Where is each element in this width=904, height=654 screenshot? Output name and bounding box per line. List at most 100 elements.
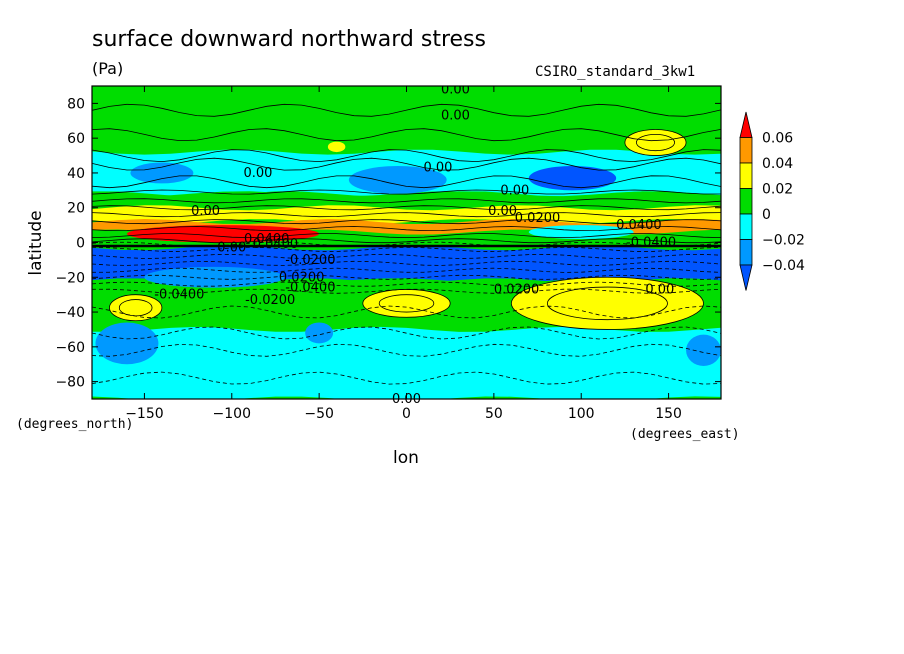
colorbar-label: −0.02: [762, 233, 805, 249]
contour-line: [92, 238, 721, 244]
region-yellow-cell-pacific: [109, 294, 162, 321]
y-tick-label: 0: [76, 236, 85, 252]
contour-line: [92, 175, 721, 189]
contour-label: -0.0200: [285, 253, 335, 268]
x-tick-label: −100: [213, 406, 251, 422]
contour-line: [92, 212, 721, 218]
y-tick-label: −80: [55, 375, 85, 391]
contour-line: [92, 198, 721, 204]
colorbar-segment: [739, 162, 753, 189]
contour-label: -0.0400: [285, 281, 335, 296]
x-tick-label: 0: [402, 406, 411, 422]
contour-label: -0.0400: [626, 236, 676, 251]
contour-label: 0.0200: [279, 270, 325, 285]
contour-line: [92, 246, 721, 252]
y-tick-label: 40: [67, 166, 85, 182]
colorbar-segment: [739, 239, 753, 266]
contour-line: [92, 281, 721, 287]
contour-line: [92, 128, 721, 142]
contour-line: [109, 294, 163, 322]
contour-label: 0.0400: [244, 232, 290, 247]
y-tick-label: 80: [67, 96, 85, 112]
colorbar-segment: [739, 264, 753, 291]
colorbar-segment: [739, 213, 753, 240]
colorbar-segment: [739, 137, 753, 164]
y-tick-label: 60: [67, 131, 85, 147]
contour-line: [624, 129, 687, 156]
x-tick-label: 150: [655, 406, 682, 422]
contour-label: 0.00: [244, 166, 273, 181]
contour-label: 0.0400: [616, 218, 662, 233]
contour-label: 0.0200: [515, 211, 561, 226]
contour-line: [92, 305, 721, 319]
contour-label: 0.0200: [494, 282, 540, 297]
contour-line: [92, 267, 721, 273]
colorbar-segment: [739, 111, 753, 138]
region-yellow-cell-northpac: [624, 129, 687, 156]
region-blob-7: [305, 322, 334, 344]
region-blob-5: [345, 105, 486, 126]
y-units-label: (degrees_north): [16, 417, 133, 432]
region-equator-red: [126, 225, 320, 243]
colorbar-label: 0.06: [762, 131, 793, 147]
contour-line: [92, 205, 721, 211]
contour-labels: 0.000.000.00 0.000.000.000.000.000.04000.…: [154, 82, 676, 308]
colorbar-label: 0.02: [762, 182, 793, 198]
region-blob-2: [528, 165, 617, 191]
y-tick-label: −20: [55, 270, 85, 286]
contour-line: [92, 226, 721, 232]
contour-line: [635, 133, 675, 152]
x-tick-label: 100: [568, 406, 595, 422]
contour-line: [92, 253, 721, 259]
contour-line: [92, 241, 721, 247]
colorbar: 0.06 0.04 0.02 0 −0.02 −0.04: [739, 111, 805, 291]
colorbar-label: 0.04: [762, 156, 793, 172]
region-blob-1: [348, 165, 447, 194]
x-tick-label: −150: [125, 406, 163, 422]
contour-line: [92, 343, 721, 357]
y-tick-label: 20: [67, 201, 85, 217]
region-blob-9: [327, 141, 346, 153]
contour-line: [92, 157, 721, 171]
contour-label: 0.00: [217, 241, 246, 256]
colorbar-label: −0.04: [762, 258, 805, 274]
chart-source: CSIRO_standard_3kw1: [535, 64, 695, 80]
contour-label: -0.0200: [245, 293, 295, 308]
contour-line: [510, 276, 704, 330]
region-blob-6: [95, 322, 159, 365]
contour-line: [92, 260, 721, 266]
contour-line: [92, 326, 721, 340]
x-tick-label: 50: [485, 406, 503, 422]
contour-line: [546, 286, 668, 321]
y-tick-label: −60: [55, 340, 85, 356]
contour-line: [92, 233, 721, 239]
contour-line: [92, 103, 721, 117]
chart-title: surface downward northward stress: [92, 27, 486, 52]
contour-line: [92, 219, 721, 225]
region-sh-subpolar-cyan: [92, 326, 721, 399]
contour-line: [378, 294, 435, 313]
contour-label: 0.00: [441, 82, 470, 97]
contour-label: 0.00: [392, 392, 421, 407]
contour-label: 0.0400: [253, 237, 299, 252]
x-tick-label: −50: [304, 406, 334, 422]
x-axis-label: lon: [393, 448, 419, 468]
contour-label: -0.0400: [154, 288, 204, 303]
contour-line: [118, 299, 153, 317]
region-blob-0: [130, 162, 194, 184]
contour-line: [92, 371, 721, 385]
contour-label: 0.00: [645, 282, 674, 297]
contour-line: [362, 289, 451, 318]
contour-label: 0.00: [441, 109, 470, 124]
contour-line: [92, 189, 721, 195]
region-yellow-cell-indian: [511, 277, 704, 330]
contour-label: 0.00: [191, 204, 220, 219]
chart-units: (Pa): [92, 59, 123, 78]
contour-label: 0.00: [488, 204, 517, 219]
region-blob-8: [686, 334, 721, 366]
region-nh-subtrop-green: [92, 191, 721, 211]
contour-label: 0.00: [500, 183, 529, 198]
colorbar-segment: [739, 188, 753, 215]
y-axis: 80 60 40 20 0 −20 −40 −60 −80: [55, 96, 721, 391]
